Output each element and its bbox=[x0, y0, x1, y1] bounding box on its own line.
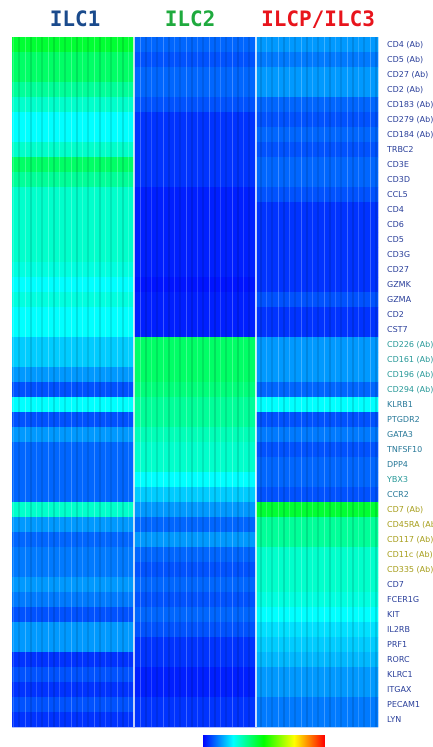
gene-label: FCER1G bbox=[387, 595, 419, 604]
gene-label: CD5 bbox=[387, 235, 404, 244]
gene-label: RORC bbox=[387, 655, 410, 664]
gene-label: CD11c (Ab) bbox=[387, 550, 433, 559]
group-label: ILCP/ILC3 bbox=[261, 7, 375, 31]
gene-label: GZMA bbox=[387, 295, 412, 304]
gene-label: CST7 bbox=[387, 325, 408, 334]
colorbar bbox=[203, 735, 325, 747]
gene-label: CCL5 bbox=[387, 190, 408, 199]
gene-label: CD3D bbox=[387, 175, 410, 184]
gene-label: CD335 (Ab) bbox=[387, 565, 433, 574]
gene-label: CD183 (Ab) bbox=[387, 100, 433, 109]
gene-label: CD4 (Ab) bbox=[387, 40, 423, 49]
gene-label: YBX3 bbox=[386, 475, 408, 484]
gene-label: CD7 bbox=[387, 580, 404, 589]
texture bbox=[12, 37, 378, 727]
gene-label: CD196 (Ab) bbox=[387, 370, 433, 379]
gene-label: KLRC1 bbox=[387, 670, 413, 679]
gene-label: CD4 bbox=[387, 205, 404, 214]
gene-label: ITGAX bbox=[387, 685, 412, 694]
group-label: ILC2 bbox=[165, 7, 216, 31]
gene-label: TRBC2 bbox=[386, 145, 413, 154]
gene-label: DPP4 bbox=[387, 460, 408, 469]
gene-label: PECAM1 bbox=[387, 700, 420, 709]
gene-label: CD7 (Ab) bbox=[387, 505, 423, 514]
gene-label: TNFSF10 bbox=[386, 445, 422, 454]
gene-label: CD279 (Ab) bbox=[387, 115, 433, 124]
gene-label: CD27 (Ab) bbox=[387, 70, 428, 79]
gene-label: CCR2 bbox=[387, 490, 409, 499]
gene-label: KLRB1 bbox=[387, 400, 413, 409]
gene-label: CD45RA (Ab bbox=[387, 520, 433, 529]
gene-label: CD184 (Ab) bbox=[387, 130, 433, 139]
gene-label: CD6 bbox=[387, 220, 404, 229]
gene-label: GZMK bbox=[387, 280, 412, 289]
gene-label: CD117 (Ab) bbox=[387, 535, 433, 544]
gene-label: CD2 (Ab) bbox=[387, 85, 423, 94]
gene-label: GATA3 bbox=[387, 430, 413, 439]
gene-label: CD226 (Ab) bbox=[387, 340, 433, 349]
gene-label: CD161 (Ab) bbox=[387, 355, 433, 364]
gene-label: CD5 (Ab) bbox=[387, 55, 423, 64]
gene-label: CD294 (Ab) bbox=[387, 385, 433, 394]
gene-label: CD3G bbox=[387, 250, 410, 259]
group-label: ILC1 bbox=[50, 7, 101, 31]
gene-label: IL2RB bbox=[387, 625, 410, 634]
gene-label: CD2 bbox=[387, 310, 404, 319]
gene-label: LYN bbox=[387, 715, 401, 724]
gene-label: CD3E bbox=[387, 160, 409, 169]
gene-label: PTGDR2 bbox=[387, 415, 420, 424]
gene-label: KIT bbox=[387, 610, 400, 619]
gene-label: CD27 bbox=[387, 265, 409, 274]
gene-label: PRF1 bbox=[387, 640, 407, 649]
